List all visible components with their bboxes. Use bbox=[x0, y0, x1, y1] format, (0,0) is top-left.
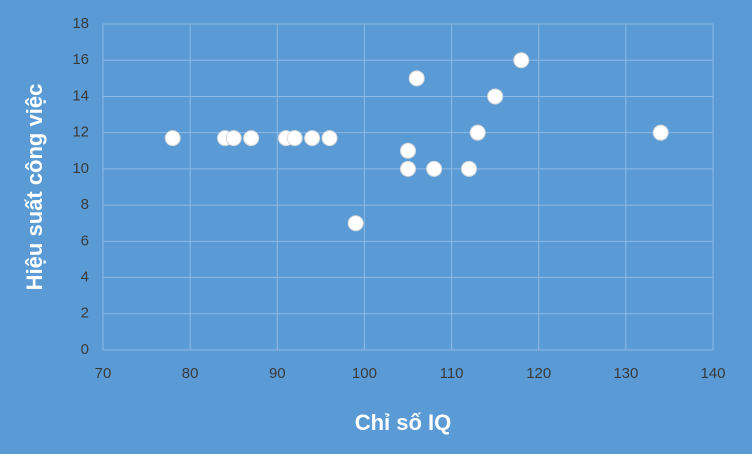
point bbox=[513, 52, 530, 69]
x-tick-label: 110 bbox=[440, 365, 464, 382]
y-tick-label: 16 bbox=[72, 51, 89, 68]
point bbox=[225, 130, 242, 147]
point bbox=[652, 124, 669, 141]
y-tick-label: 10 bbox=[72, 160, 89, 177]
point bbox=[426, 160, 443, 177]
point bbox=[487, 88, 504, 105]
point bbox=[408, 70, 425, 87]
point bbox=[400, 142, 416, 159]
y-tick-label: 6 bbox=[81, 232, 89, 249]
y-tick-label: 14 bbox=[72, 87, 89, 104]
point bbox=[461, 160, 477, 177]
point bbox=[347, 215, 364, 232]
y-tick-label: 0 bbox=[81, 341, 89, 358]
point bbox=[164, 130, 181, 147]
y-tick-label: 8 bbox=[81, 196, 89, 213]
point bbox=[304, 130, 321, 147]
point bbox=[286, 130, 303, 147]
x-axis-title: Chỉ số IQ bbox=[355, 410, 452, 435]
x-tick-label: 130 bbox=[613, 365, 638, 382]
x-tick-label: 100 bbox=[352, 365, 377, 382]
x-tick-label: 120 bbox=[526, 365, 551, 382]
y-tick-label: 18 bbox=[72, 15, 89, 32]
point bbox=[321, 130, 338, 147]
point bbox=[243, 130, 260, 147]
y-tick-label: 12 bbox=[72, 124, 89, 141]
y-axis-title: Hiệu suất công việc bbox=[22, 84, 47, 291]
x-tick-label: 140 bbox=[700, 365, 725, 382]
point bbox=[400, 160, 416, 177]
x-tick-label: 80 bbox=[182, 365, 199, 382]
x-tick-label: 70 bbox=[95, 365, 112, 382]
y-tick-label: 2 bbox=[81, 305, 89, 322]
x-tick-label: 90 bbox=[269, 365, 286, 382]
point bbox=[469, 124, 486, 141]
y-tick-label: 4 bbox=[81, 269, 89, 286]
